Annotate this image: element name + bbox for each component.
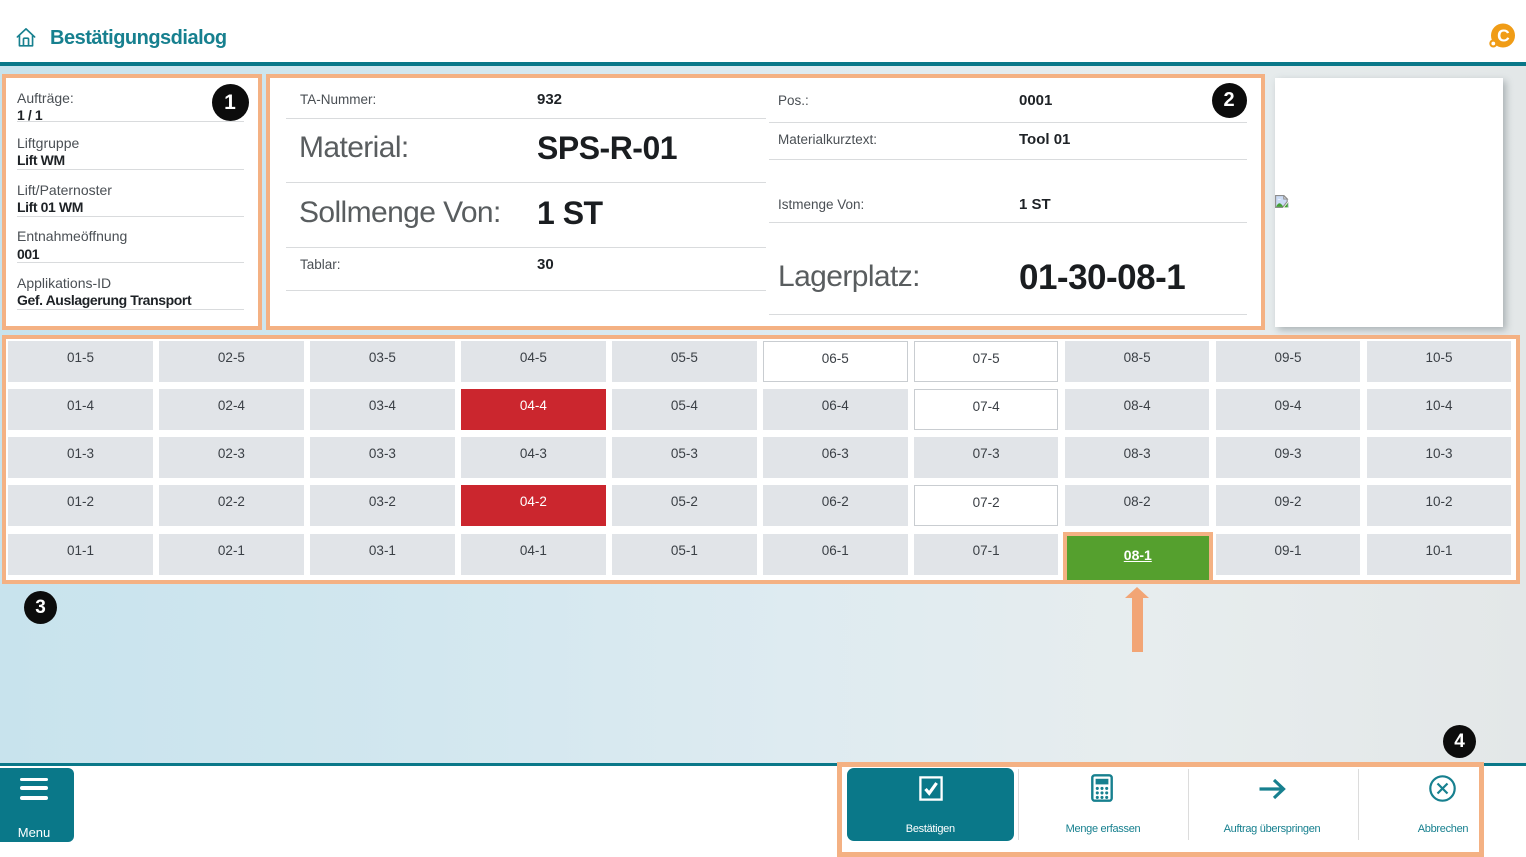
svg-text:C: C (1497, 26, 1510, 46)
